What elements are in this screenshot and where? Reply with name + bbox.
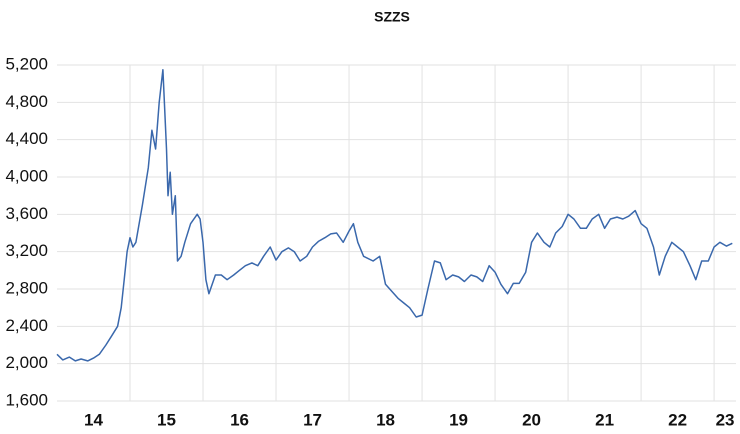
y-tick-label: 4,800 (5, 92, 48, 111)
x-tick-label: 17 (303, 410, 322, 429)
series-line (56, 68, 733, 362)
x-tick-label: 19 (449, 410, 468, 429)
y-tick-label: 3,600 (5, 204, 48, 223)
x-tick-label: 20 (522, 410, 541, 429)
chart-title: SZZS (374, 9, 410, 25)
x-tick-label: 14 (84, 410, 103, 429)
y-tick-label: 2,400 (5, 316, 48, 335)
x-tick-label: 21 (595, 410, 614, 429)
y-tick-label: 1,600 (5, 390, 48, 409)
y-tick-label: 5,200 (5, 54, 48, 73)
y-tick-label: 4,000 (5, 166, 48, 185)
x-tick-label: 15 (157, 410, 176, 429)
y-tick-label: 4,400 (5, 129, 48, 148)
x-tick-label: 16 (230, 410, 249, 429)
x-tick-label: 18 (376, 410, 395, 429)
y-tick-label: 2,000 (5, 353, 48, 372)
x-tick-label: 23 (716, 410, 735, 429)
y-tick-label: 3,200 (5, 241, 48, 260)
x-tick-label: 22 (668, 410, 687, 429)
y-tick-label: 2,800 (5, 278, 48, 297)
